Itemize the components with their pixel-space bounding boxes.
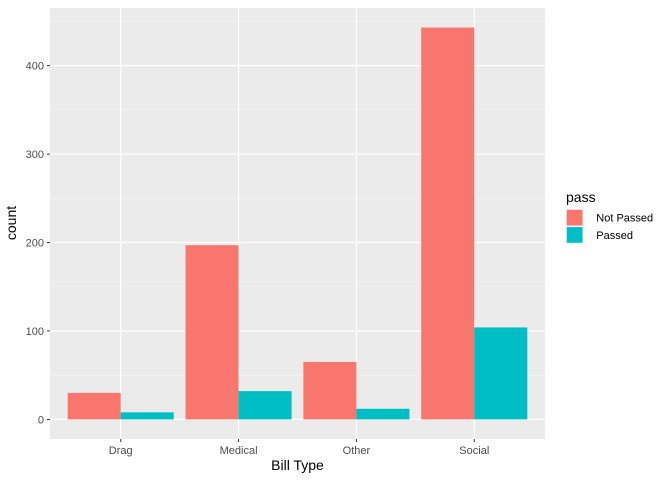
legend-label: Passed [596, 230, 633, 242]
bar-social-not-passed [421, 27, 475, 420]
bar-social-passed [474, 327, 528, 420]
legend-label: Not Passed [596, 213, 653, 225]
x-tick-label: Social [459, 445, 489, 457]
x-tick-label: Drag [109, 445, 133, 457]
legend: pass Not Passed Passed [566, 189, 653, 244]
x-tick-label: Medical [220, 445, 258, 457]
y-axis: 0 100 200 300 400 [26, 61, 50, 426]
y-tick-label: 100 [26, 326, 44, 338]
y-tick-label: 200 [26, 238, 44, 250]
bar-medical-passed [238, 391, 292, 420]
x-axis: Drag Medical Other Social [109, 439, 489, 457]
legend-title: pass [566, 189, 596, 205]
bar-drag-passed [120, 412, 174, 420]
y-axis-title: count [3, 206, 19, 240]
y-tick-label: 400 [26, 61, 44, 73]
bar-drag-not-passed [67, 392, 121, 420]
x-axis-title: Bill Type [271, 457, 324, 473]
bar-medical-not-passed [185, 245, 239, 420]
bar-other-not-passed [303, 361, 357, 420]
y-tick-label: 300 [26, 149, 44, 161]
x-tick-label: Other [343, 445, 371, 457]
y-tick-label: 0 [38, 414, 44, 426]
bar-other-passed [356, 408, 410, 420]
bars [67, 27, 528, 420]
legend-key-passed [566, 227, 583, 243]
legend-key-not-passed [566, 209, 583, 226]
